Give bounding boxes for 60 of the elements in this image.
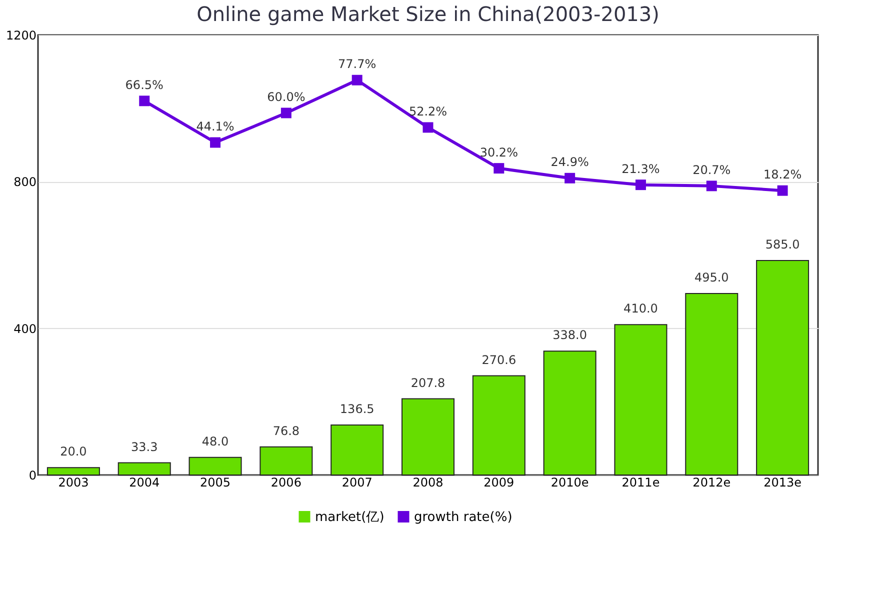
bar: [472, 375, 526, 476]
y-tick-label: 0: [28, 468, 36, 482]
y-tick-label: 800: [14, 175, 36, 190]
data-label: 410.0: [624, 302, 658, 316]
data-label: 338.0: [552, 328, 587, 342]
x-tick-label: 2004: [129, 476, 160, 490]
point: [422, 122, 434, 133]
bar: [543, 350, 596, 476]
point: [494, 163, 504, 174]
x-tick-label: 2003: [58, 476, 89, 490]
data-label: 585.0: [765, 238, 800, 252]
data-label: 30.2%: [480, 145, 518, 160]
bar: [330, 424, 384, 476]
data-label: 77.7%: [338, 57, 376, 72]
data-label: 24.9%: [550, 155, 589, 170]
data-label: 48.0: [202, 434, 229, 448]
point: [564, 172, 576, 184]
data-label: 44.1%: [196, 119, 234, 134]
bar: [118, 462, 171, 476]
legend-label: market(亿): [315, 510, 384, 525]
x-tick-label: 2006: [270, 476, 302, 490]
point: [777, 185, 788, 196]
data-label: 270.6: [482, 352, 516, 367]
data-label: 60.0%: [267, 90, 306, 104]
bar: [188, 456, 242, 476]
data-label: 18.2%: [763, 168, 802, 182]
data-label: 76.8: [272, 424, 300, 438]
data-label: 21.3%: [622, 162, 660, 176]
bar: [46, 467, 100, 476]
bar: [614, 324, 668, 476]
x-tick-label: 2005: [200, 476, 231, 490]
data-label: 495.0: [694, 270, 729, 284]
y-tick-label: 400: [14, 322, 36, 336]
point: [352, 74, 362, 86]
chart-title: Online game Market Size in China(2003-2013): [196, 2, 660, 26]
x-tick-label: 2007: [342, 476, 372, 490]
point: [280, 108, 292, 118]
data-label: 33.3: [131, 440, 158, 454]
data-label: 20.0: [60, 444, 87, 459]
x-tick-label: 2011e: [622, 476, 660, 490]
data-label: 20.7%: [692, 162, 731, 177]
legend-label: growth rate(%): [414, 510, 512, 525]
x-tick-label: 2009: [484, 476, 514, 490]
bar: [402, 398, 454, 476]
point: [706, 180, 717, 192]
x-tick-label: 2013e: [764, 476, 802, 490]
point: [635, 180, 646, 190]
bar: [260, 446, 313, 476]
bar: [685, 293, 738, 476]
data-label: 136.5: [340, 402, 374, 416]
x-tick-label: 2008: [412, 476, 444, 490]
data-label: 52.2%: [408, 104, 448, 118]
x-tick-label: 2012e: [692, 476, 731, 490]
bar: [756, 260, 810, 476]
data-label: 66.5%: [125, 78, 164, 92]
x-tick-label: 2010e: [550, 476, 589, 490]
y-tick-label: 1200: [6, 28, 36, 42]
point: [139, 96, 150, 106]
point: [210, 137, 221, 148]
data-label: 207.8: [410, 376, 446, 390]
